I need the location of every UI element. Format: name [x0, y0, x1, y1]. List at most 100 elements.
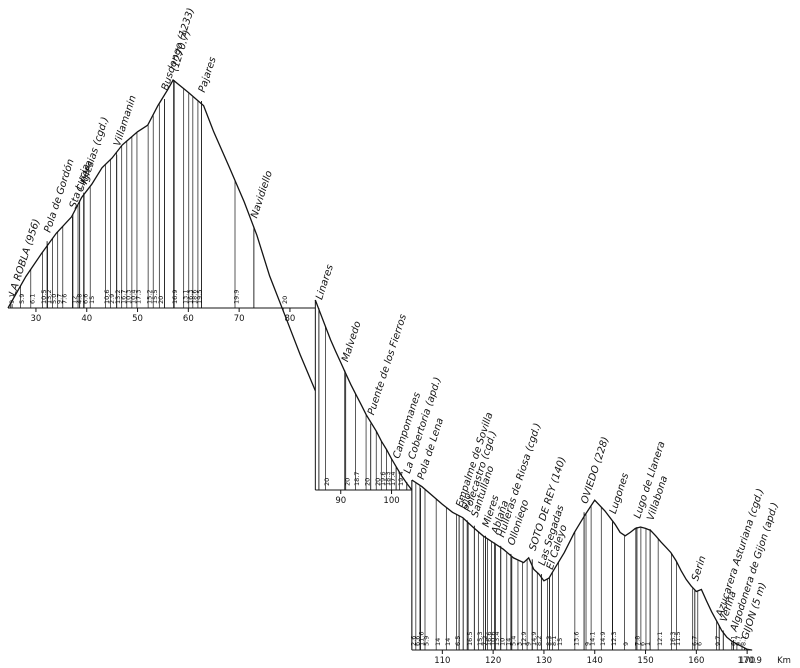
gradient-label: 8.1 [550, 636, 558, 646]
elevation-profile-line [314, 299, 413, 491]
profile-segment: 2.66.611.65.9 14 14 6.5 16.5 15.37.216.610.61… [409, 411, 781, 651]
x-tick-label: 80 [285, 314, 296, 324]
gradient-label: 2.9 [108, 294, 116, 304]
gradient-label: 12 [71, 296, 79, 304]
gradient-label: 14.9 [530, 632, 538, 646]
gradient-label: 20 [323, 478, 331, 486]
gradient-label: 7.8 [633, 636, 641, 646]
gradient-label: 20 [281, 296, 289, 304]
x-tick-label: 50 [132, 314, 143, 324]
gradient-label: 17.4 [389, 472, 397, 486]
station-label: Pajares [197, 56, 219, 94]
station-label: LA ROBLA (956) [7, 218, 42, 297]
gradient-label: 5.0 [50, 294, 58, 304]
gradient-label: 16.3 [669, 632, 677, 646]
gradient-label: 12.1 [656, 632, 664, 646]
x-tick-label: 130 [536, 656, 552, 666]
gradient-label: 8.2 [535, 636, 543, 646]
gradient-label: 7.2 [481, 636, 489, 646]
x-tick-label: 90 [335, 496, 346, 506]
station-label: Puente de los Fierros [366, 313, 409, 417]
gradient-label: 13.2 [45, 290, 53, 304]
station-label: Iglesias (cgd.) [79, 116, 111, 186]
station-label: Malvedo [340, 320, 363, 363]
profile-segment: 9.1 5.9 6.1 10.513.25.09.77.6 124.86.615 10.6… [7, 7, 316, 391]
station-label: Navidiello [249, 169, 275, 219]
x-tick-label: 170 [739, 656, 755, 666]
x-tick-label: 40 [81, 314, 92, 324]
gradient-label: 8.1 [740, 636, 748, 646]
x-tick-label: 120 [485, 656, 501, 666]
gradient-label: 14.9 [599, 632, 607, 646]
gradient-label: 14.1 [589, 632, 597, 646]
gradient-label: 6 [695, 642, 703, 646]
gradient-label: 10.6 [103, 290, 111, 304]
station-label: OVIEDO (228) [579, 436, 611, 506]
gradient-label: 13.4 [493, 632, 501, 646]
gradient-label: 9 [525, 642, 533, 646]
gradient-label: 16.3 [186, 290, 194, 304]
gradient-label: 7.6 [60, 294, 68, 304]
gradient-label: 16.7 [119, 290, 127, 304]
profile-panels: 9.1 5.9 6.1 10.513.25.09.77.6 124.86.615 10.6… [7, 7, 781, 651]
gradient-label: 18.7 [353, 472, 361, 486]
x-tick-label: 110 [434, 656, 450, 666]
station-label: Lugones [608, 472, 631, 515]
gradient-label: 18.3 [384, 472, 392, 486]
x-tick-label: 30 [31, 314, 42, 324]
gradient-label: 2.6 [409, 636, 417, 646]
gradient-label: 19.6 [379, 472, 387, 486]
gradient-label: 13.2 [114, 290, 122, 304]
gradient-label: 14 [434, 638, 442, 646]
gradient-label: 8.3 [545, 636, 553, 646]
gradient-label: 9.7 [735, 636, 743, 646]
gradient-label: 20 [157, 296, 165, 304]
gradient-label: 20 [343, 478, 351, 486]
gradient-label: 16.5 [466, 632, 474, 646]
gradient-label: 20 [374, 478, 382, 486]
gradient-label: 14 [444, 638, 452, 646]
gradient-label: 5.4 [509, 636, 517, 646]
gradient-label: 1 [644, 642, 652, 646]
end-km-label: 170.9 [738, 656, 762, 666]
gradient-label: 10.3 [124, 290, 132, 304]
gradient-label: 14 [504, 638, 512, 646]
x-tick-label: 100 [383, 496, 399, 506]
gradient-label: 15 [88, 296, 96, 304]
station-label: Linares [314, 263, 336, 301]
gradient-label: 15.5 [151, 290, 159, 304]
gradient-label: 9.1 [8, 294, 16, 304]
gradient-label: 6.7 [690, 636, 698, 646]
gradient-label: 6.5 [454, 636, 462, 646]
x-tick-label: 70 [234, 314, 245, 324]
gradient-label: 17.3 [135, 290, 143, 304]
gradient-label: 12.9 [520, 632, 528, 646]
gradient-label: 16.9 [171, 290, 179, 304]
gradient-label: 15 [556, 638, 564, 646]
gradient-label: 18.6 [190, 290, 198, 304]
elevation-profile-line [411, 479, 752, 651]
station-label: Ujo [459, 492, 474, 511]
elevation-profile-line [7, 79, 316, 391]
gradient-label: 15.3 [476, 632, 484, 646]
gradient-label: 19.4 [397, 472, 405, 486]
gradient-label: 13.6 [572, 632, 580, 646]
x-tick-label: 60 [183, 314, 194, 324]
gradient-label: 10 [498, 638, 506, 646]
gradient-label: 5.9 [423, 636, 431, 646]
gradient-label: 9.7 [714, 636, 722, 646]
gradient-label: 19.5 [196, 290, 204, 304]
km-unit-label: Km [777, 656, 791, 666]
gradient-label: 12.3 [610, 632, 618, 646]
gradient-label: 16.6 [485, 632, 493, 646]
gradient-label: 9.7 [55, 294, 63, 304]
gradient-label: 10.4 [129, 290, 137, 304]
gradient-label: 11.6 [418, 632, 426, 646]
gradient-label: 11.5 [674, 632, 682, 646]
gradient-label: 6.1 [28, 294, 36, 304]
gradient-label: 9 [584, 642, 592, 646]
gradient-label: 5.9 [18, 294, 26, 304]
x-tick-label: 140 [587, 656, 603, 666]
gradient-label: 15.2 [146, 290, 154, 304]
